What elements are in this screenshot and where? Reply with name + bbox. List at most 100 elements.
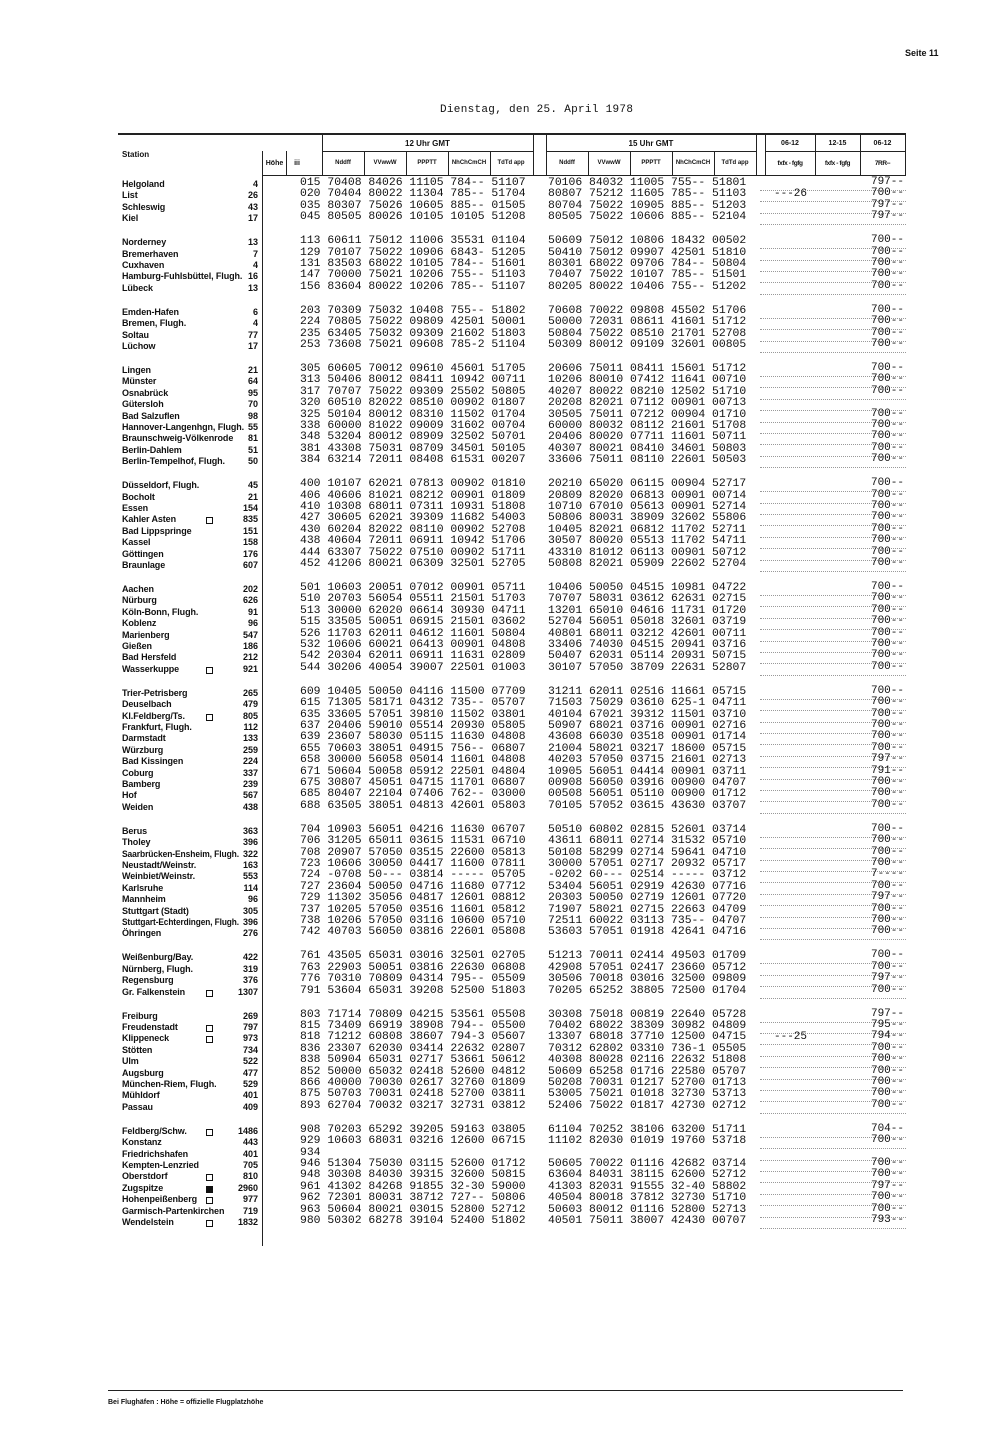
precip-06-12: 700--: [870, 822, 904, 835]
divider: [765, 151, 905, 152]
station-name: Ulm: [122, 1056, 139, 1067]
station-height: 337: [242, 767, 258, 778]
station-name: Mannheim: [122, 894, 166, 905]
precip-06-12: 700--: [870, 303, 904, 316]
obs-12-groups: 63505 38051 04813 42601 05803: [327, 799, 526, 812]
obs-12-utc: 948 30308 84030 39315 32600 50815: [300, 1169, 526, 1181]
precip-06-12: 700--: [870, 776, 904, 788]
right-columns: 700--: [760, 234, 906, 250]
station-index: 963: [300, 1203, 321, 1216]
obs-12-utc: 723 10606 30050 04417 11600 07811: [300, 858, 526, 870]
obs-15-groups: 10406 50050 04515 10981 04722: [548, 582, 747, 594]
right-columns: 700--: [760, 604, 906, 619]
obs-12-utc: 406 40606 81021 08212 00901 01809: [300, 490, 526, 502]
station-height: 81: [247, 433, 258, 444]
station-index: 675: [300, 777, 321, 789]
right-columns: 700--: [760, 696, 906, 712]
station-height: 45: [247, 480, 258, 491]
precip-06-12: 700--: [870, 741, 904, 754]
precip-06-12: 700--: [870, 1076, 904, 1088]
station-name: Wasserkuppe: [122, 663, 180, 674]
obs-15-groups: 40307 80021 08410 34601 50803: [548, 442, 747, 455]
obs-12-utc: 791 53604 65031 39208 52500 51803: [300, 985, 526, 997]
station-height: 96: [247, 618, 258, 629]
right-columns: 700--: [760, 649, 906, 665]
right-columns: 700--: [760, 327, 906, 342]
station-index: 962: [300, 1192, 321, 1205]
station-height: 626: [242, 595, 258, 606]
obs-12-utc: 893 62704 70032 03217 32731 03812: [300, 1100, 526, 1112]
station-name: Hohenpeißenberg: [122, 1194, 198, 1205]
obs-12-utc: 015 70408 84026 11105 784-- 51107: [300, 177, 526, 189]
obs-12-utc: 235 63405 75032 09309 21602 51803: [300, 328, 526, 340]
obs-12-utc: 129 70107 75022 10906 6843- 51205: [300, 247, 526, 259]
obs-12-groups: 60000 81022 09009 31602 00704: [327, 420, 526, 432]
obs-12-utc: 542 20304 62011 06911 11631 02809: [300, 650, 526, 662]
station-index: 946: [300, 1158, 321, 1170]
station-index: 305: [300, 363, 321, 375]
obs-12-groups: 50406 80012 08411 10942 00711: [327, 374, 526, 387]
obs-15-groups: 61104 70252 38106 63200 51711: [548, 1123, 747, 1136]
right-columns: 700--: [760, 280, 906, 295]
obs-12-utc: 688 63505 38051 04813 42601 05803: [300, 800, 526, 812]
right-columns: 791--: [760, 765, 906, 780]
divider: [533, 133, 534, 175]
station-height: 7: [252, 248, 258, 259]
obs-15-groups: -0202 60--- 02514 ----- 03712: [548, 869, 747, 882]
obs-12-groups: 53204 80012 08909 32502 50701: [327, 431, 526, 444]
divider: [286, 151, 287, 175]
station-index: 113: [300, 235, 321, 248]
station-index: 609: [300, 685, 321, 698]
obs-12-groups: 73409 66919 38908 794-- 05500: [327, 1020, 526, 1032]
right-columns: 700--: [760, 534, 906, 550]
square-icon: [206, 713, 213, 721]
station-index: 542: [300, 650, 321, 663]
station-index: 776: [300, 973, 321, 986]
obs-12-groups: 30000 56058 05014 11601 04808: [327, 754, 526, 767]
station-header: Station: [122, 150, 150, 159]
station-height: 16: [247, 271, 258, 282]
column-header: Nddff: [559, 160, 575, 166]
obs-12-groups: 51304 75030 03115 52600 01712: [327, 1158, 526, 1170]
obs-15-groups: 41303 82031 91555 32-40 58802: [548, 1180, 747, 1193]
station-index: 908: [300, 1123, 321, 1136]
right-columns: 700--: [760, 627, 906, 642]
station-height: 96: [247, 894, 258, 905]
station-name: Düsseldorf, Flugh.: [122, 480, 200, 491]
station-height: 438: [242, 801, 258, 812]
obs-12-utc: 131 83503 68022 10105 784-- 51601: [300, 258, 526, 270]
station-name: Gütersloh: [122, 399, 164, 410]
obs-15-groups: 42908 57051 02417 23660 05712: [548, 961, 747, 974]
right-columns: 700--: [760, 430, 906, 446]
obs-12-utc: 113 60611 75012 11006 35531 01104: [300, 235, 526, 247]
obs-15-groups: 20809 82020 06813 00901 00714: [548, 489, 747, 502]
group-15-header: 15 Uhr GMT: [628, 139, 674, 148]
obs-12-groups: 30000 62020 06614 30930 04711: [327, 604, 526, 617]
obs-15-groups: 50309 80012 09109 32601 00805: [548, 339, 747, 351]
station-name: Regensburg: [122, 975, 174, 986]
station-name: Stötten: [122, 1044, 153, 1055]
right-columns: 700--: [760, 1042, 906, 1057]
station-name: Nürburg: [122, 595, 157, 606]
station-index: 737: [300, 903, 321, 916]
station-height: 239: [242, 779, 258, 789]
divider: [815, 133, 816, 175]
precip-06-12: 700--: [870, 407, 904, 420]
station-height: 50: [247, 456, 258, 467]
precip-06-12: 700--: [870, 787, 904, 800]
right-columns: 700--: [760, 1076, 906, 1091]
obs-12-groups: 63214 72011 08408 61531 00207: [327, 454, 526, 467]
obs-12-groups: 40606 81021 08212 00901 01809: [327, 489, 526, 502]
precip-06-12: 700--: [870, 441, 904, 454]
precip-06-12: 794--: [870, 1030, 904, 1043]
square-icon: [206, 1025, 213, 1032]
obs-15-groups: 63604 84031 38115 62600 52712: [548, 1169, 747, 1182]
obs-12-utc: 685 80407 22104 07406 762-- 03000: [300, 788, 526, 800]
obs-15-groups: 80301 68022 09706 784-- 50804: [548, 258, 747, 270]
obs-12-groups: 70107 75022 10906 6843- 51205: [327, 246, 526, 259]
station-height: 4: [252, 179, 258, 189]
obs-12-groups: 63405 75032 09309 21602 51803: [327, 327, 526, 340]
right-columns: 700--: [760, 546, 906, 561]
station-name: Lübeck: [122, 282, 153, 293]
station-height: 77: [247, 329, 258, 340]
